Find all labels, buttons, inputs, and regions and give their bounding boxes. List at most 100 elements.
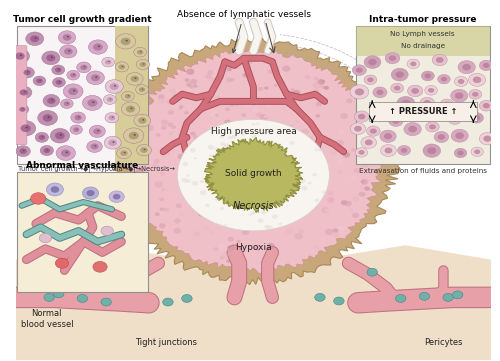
Circle shape (286, 204, 292, 208)
Circle shape (230, 96, 234, 99)
Circle shape (110, 99, 112, 100)
Circle shape (256, 122, 260, 125)
Circle shape (40, 145, 54, 156)
Circle shape (193, 84, 198, 88)
Circle shape (16, 105, 29, 114)
Circle shape (313, 205, 317, 208)
Circle shape (244, 199, 248, 202)
Circle shape (338, 130, 344, 135)
Circle shape (274, 203, 280, 208)
Circle shape (210, 230, 214, 234)
Circle shape (282, 181, 290, 187)
Circle shape (66, 152, 68, 153)
Circle shape (440, 99, 454, 109)
Circle shape (254, 245, 261, 251)
Circle shape (334, 297, 344, 305)
Circle shape (367, 77, 374, 82)
Circle shape (26, 127, 28, 129)
Circle shape (376, 90, 384, 95)
Circle shape (174, 193, 178, 196)
Circle shape (93, 43, 102, 51)
Circle shape (327, 191, 334, 196)
Text: No Lymph vessels: No Lymph vessels (390, 31, 455, 38)
Circle shape (416, 110, 422, 115)
Text: Normal
blood vessel: Normal blood vessel (20, 309, 73, 329)
Circle shape (86, 71, 104, 85)
Circle shape (80, 65, 87, 70)
Circle shape (66, 103, 68, 104)
Circle shape (20, 148, 26, 154)
Circle shape (242, 229, 249, 235)
Circle shape (287, 98, 293, 102)
Circle shape (404, 122, 421, 136)
Circle shape (105, 60, 112, 65)
Circle shape (401, 148, 407, 153)
Circle shape (124, 152, 126, 153)
Circle shape (249, 127, 257, 133)
Circle shape (186, 83, 192, 87)
Circle shape (84, 66, 86, 68)
Circle shape (452, 291, 463, 299)
Circle shape (184, 130, 188, 132)
Circle shape (276, 191, 280, 193)
Circle shape (253, 162, 262, 168)
Circle shape (338, 159, 344, 164)
Circle shape (344, 201, 352, 206)
Circle shape (452, 117, 458, 122)
Circle shape (312, 187, 317, 190)
Circle shape (378, 109, 386, 116)
Circle shape (341, 200, 347, 205)
Circle shape (200, 180, 204, 183)
Circle shape (137, 50, 143, 55)
Circle shape (192, 174, 198, 178)
Circle shape (336, 140, 344, 145)
Circle shape (60, 134, 62, 136)
Circle shape (106, 97, 113, 102)
Circle shape (198, 108, 205, 113)
Circle shape (232, 187, 238, 191)
Circle shape (241, 133, 244, 136)
Circle shape (429, 124, 436, 130)
Circle shape (27, 71, 28, 73)
Circle shape (257, 225, 266, 231)
Circle shape (58, 69, 59, 70)
Circle shape (94, 128, 102, 134)
Circle shape (10, 49, 29, 63)
Circle shape (282, 66, 290, 72)
Circle shape (143, 63, 144, 65)
Circle shape (101, 298, 112, 306)
Circle shape (384, 133, 392, 139)
Circle shape (350, 175, 358, 181)
Circle shape (140, 62, 146, 67)
Circle shape (160, 119, 168, 125)
Circle shape (228, 248, 234, 252)
Circle shape (64, 48, 72, 55)
Circle shape (122, 102, 140, 116)
Circle shape (473, 77, 482, 83)
Circle shape (204, 226, 209, 230)
Circle shape (290, 88, 294, 91)
Circle shape (424, 73, 431, 78)
Circle shape (469, 90, 482, 99)
Circle shape (44, 293, 54, 301)
Circle shape (290, 141, 294, 145)
Circle shape (232, 156, 235, 159)
Circle shape (146, 125, 154, 131)
Circle shape (61, 149, 70, 157)
Circle shape (20, 89, 28, 96)
Circle shape (98, 45, 100, 47)
Circle shape (226, 145, 233, 150)
Circle shape (154, 181, 163, 188)
Circle shape (152, 164, 158, 169)
Text: Pericytes: Pericytes (424, 338, 463, 347)
Circle shape (206, 167, 212, 171)
Circle shape (226, 245, 234, 251)
Circle shape (457, 105, 470, 115)
Circle shape (410, 61, 416, 66)
Circle shape (184, 78, 190, 82)
Circle shape (205, 180, 210, 184)
Circle shape (33, 76, 46, 86)
Circle shape (214, 147, 218, 150)
Text: ↑ PRESSURE ↑: ↑ PRESSURE ↑ (388, 107, 457, 116)
Circle shape (161, 188, 165, 191)
